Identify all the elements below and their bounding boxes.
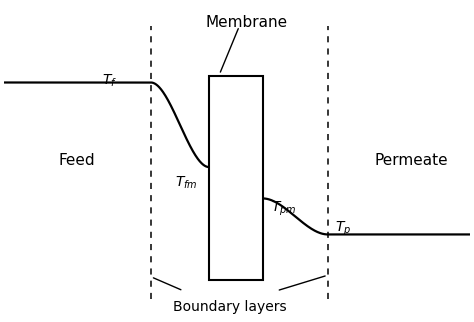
Text: Membrane: Membrane: [205, 15, 287, 30]
Text: Boundary layers: Boundary layers: [173, 300, 287, 314]
Text: $T_{fm}$: $T_{fm}$: [175, 175, 197, 191]
Bar: [209, 76, 263, 280]
Text: Feed: Feed: [58, 153, 95, 168]
Text: $T_{pm}$: $T_{pm}$: [271, 200, 296, 218]
Text: Permeate: Permeate: [375, 153, 448, 168]
Text: $T_p$: $T_p$: [335, 219, 351, 238]
Text: $T_f$: $T_f$: [102, 72, 117, 89]
